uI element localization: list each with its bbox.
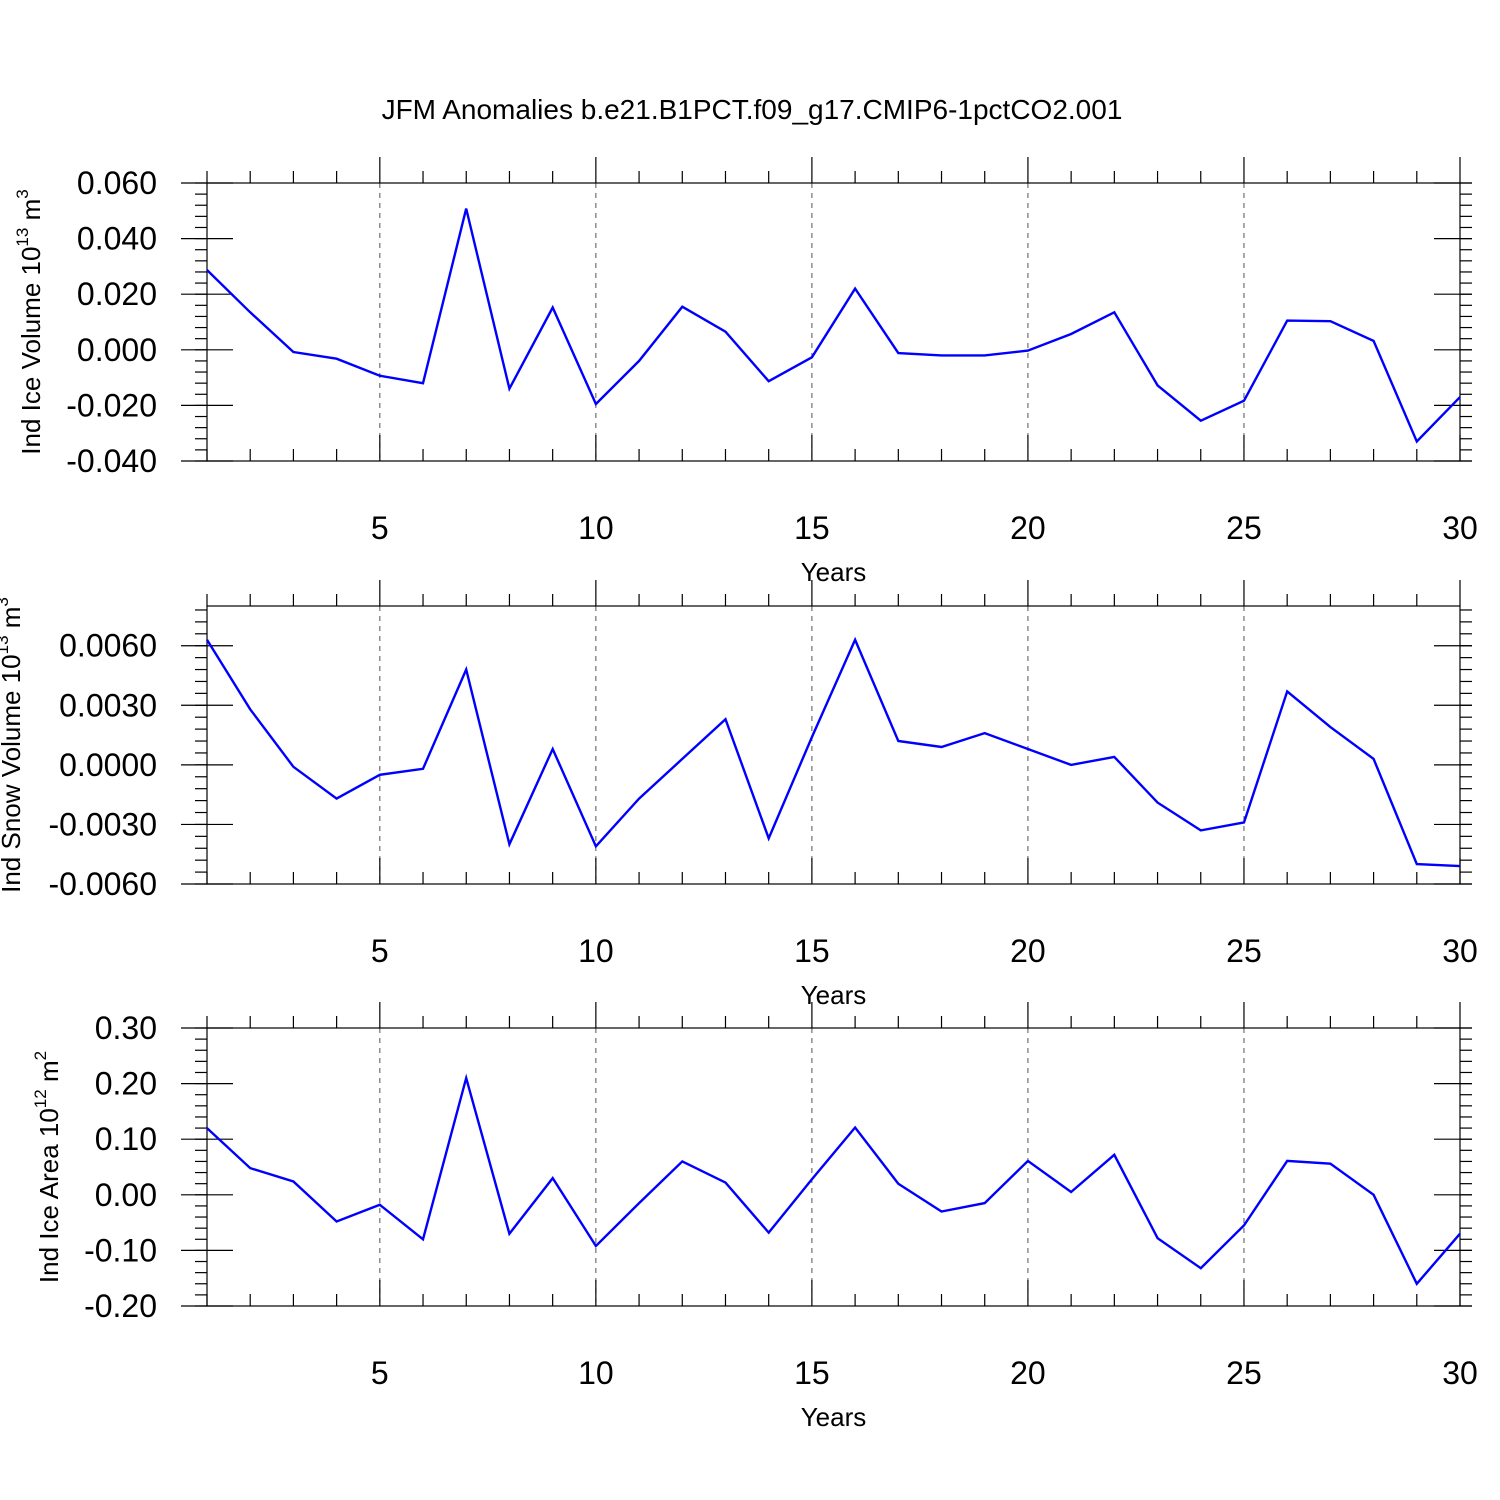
y-axis-title-unit-exponent: 3	[13, 189, 32, 198]
panel-1: -0.040 -0.020 0.000 0.020 0.040 0.060 5 10 15 20 2…	[13, 157, 1478, 587]
y-tick-label: 0.040	[77, 221, 157, 257]
y-tick-label: -0.0030	[48, 806, 157, 842]
y-axis-title-exponent: 13	[13, 228, 32, 247]
x-tick-label: 30	[1442, 1355, 1478, 1391]
y-tick-label: 0.10	[95, 1121, 157, 1157]
y-tick-label: 0.020	[77, 276, 157, 312]
y-tick-label: 0.0030	[59, 687, 157, 723]
y-tick-label: 0.0000	[59, 747, 157, 783]
y-tick-label: 0.000	[77, 332, 157, 368]
plot-frame	[206, 605, 1461, 885]
y-axis-title: Ind Ice Area 1012 m2	[31, 1051, 64, 1283]
data-series-line	[205, 636, 1461, 868]
x-axis-title: Years	[801, 1402, 867, 1432]
data-series-line	[206, 1073, 1461, 1286]
y-axis-title-exponent: 12	[31, 1089, 50, 1108]
x-tick-label: 5	[371, 933, 389, 969]
y-axis-title-unit-exponent: 2	[31, 1051, 50, 1060]
y-axis-title-text: Ind Ice Area 10	[34, 1108, 64, 1283]
x-tick-label: 30	[1442, 933, 1478, 969]
y-axis-title-text: Ind Ice Volume 10	[16, 247, 46, 455]
x-axis-title: Years	[801, 557, 867, 587]
y-axis-title-unit: m	[0, 607, 26, 636]
y-axis-title: Ind Ice Volume 1013 m3	[13, 189, 46, 454]
data-series-line	[206, 208, 1461, 444]
y-tick-label: -0.20	[84, 1288, 157, 1324]
y-axis-title-unit: m	[34, 1060, 64, 1089]
panel-3: -0.20 -0.10 0.00 0.10 0.20 0.30 5 10 15 20 25 30 Yea…	[31, 1002, 1478, 1432]
x-tick-label: 20	[1010, 1355, 1046, 1391]
y-tick-label: -0.040	[66, 443, 157, 479]
x-tick-label: 25	[1226, 510, 1262, 546]
x-tick-label: 15	[794, 510, 830, 546]
panel-2: -0.0060 -0.0030 0.0000 0.0030 0.0060 5 10 15 20 2…	[0, 580, 1478, 1010]
y-axis-title-unit-exponent: 3	[0, 597, 12, 606]
x-tick-label: 20	[1010, 510, 1046, 546]
x-tick-label: 15	[794, 1355, 830, 1391]
x-tick-label: 15	[794, 933, 830, 969]
figure-title: JFM Anomalies b.e21.B1PCT.f09_g17.CMIP6-…	[382, 94, 1123, 125]
y-axis-title: Ind Snow Volume 1013 m3	[0, 597, 26, 893]
x-tick-label: 30	[1442, 510, 1478, 546]
chart-panels: -0.040 -0.020 0.000 0.020 0.040 0.060 5 10 15 20 2…	[0, 157, 1478, 1432]
y-tick-label: 0.30	[95, 1010, 157, 1046]
y-tick-label: -0.0060	[48, 866, 157, 902]
y-tick-label: 0.060	[77, 165, 157, 201]
x-tick-label: 10	[578, 1355, 614, 1391]
y-axis-title-unit: m	[16, 199, 46, 228]
y-axis-title-text: Ind Snow Volume 10	[0, 654, 26, 893]
y-tick-label: 0.0060	[59, 628, 157, 664]
x-tick-label: 5	[371, 510, 389, 546]
y-tick-label: 0.20	[95, 1066, 157, 1102]
y-tick-label: 0.00	[95, 1177, 157, 1213]
plot-frame	[206, 1027, 1461, 1307]
x-tick-label: 10	[578, 510, 614, 546]
x-tick-label: 25	[1226, 1355, 1262, 1391]
x-tick-label: 20	[1010, 933, 1046, 969]
y-tick-label: -0.10	[84, 1232, 157, 1268]
y-tick-label: -0.020	[66, 387, 157, 423]
y-axis-title-exponent: 13	[0, 635, 12, 654]
plot-frame	[206, 182, 1461, 462]
x-tick-label: 5	[371, 1355, 389, 1391]
x-tick-label: 10	[578, 933, 614, 969]
x-axis-title: Years	[801, 980, 867, 1010]
x-tick-label: 25	[1226, 933, 1262, 969]
